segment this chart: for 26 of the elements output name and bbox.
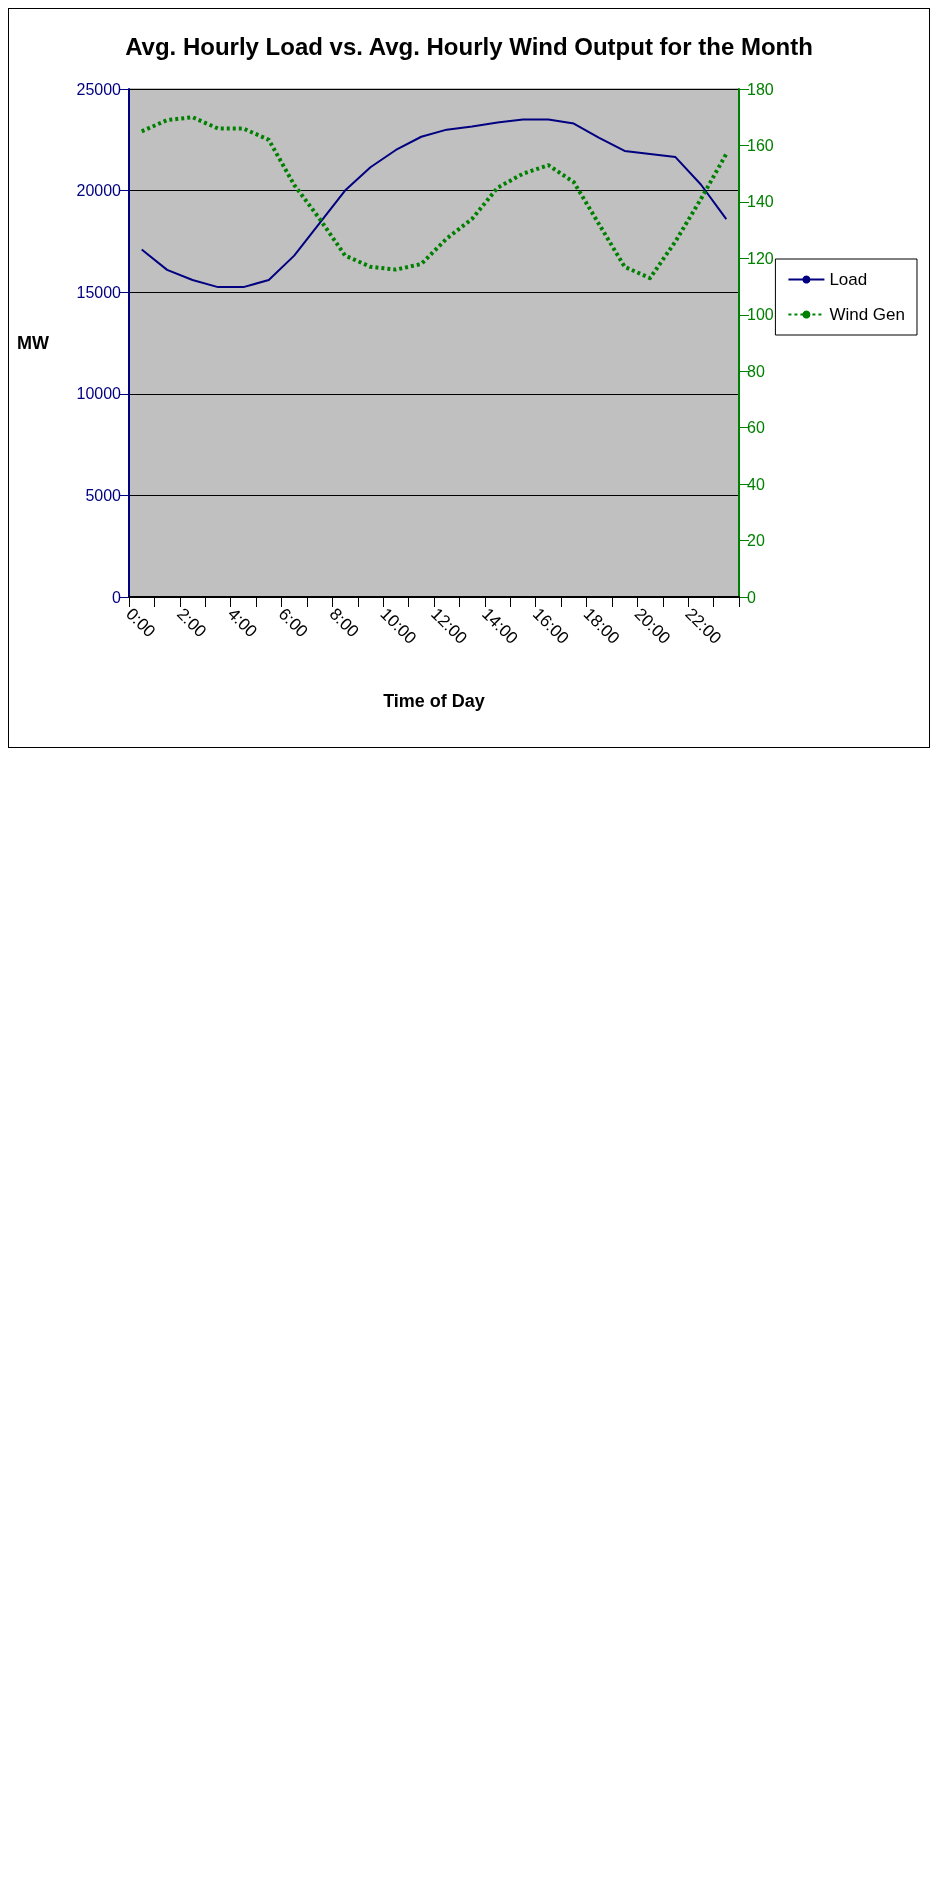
x-tick-label: 6:00 xyxy=(274,604,312,642)
y-tick-label: 20000 xyxy=(76,182,122,200)
x-tick-label: 8:00 xyxy=(325,604,363,642)
x-tick-label: 4:00 xyxy=(223,604,261,642)
y2-tick-label: 140 xyxy=(747,193,774,211)
y2-tick-label: 160 xyxy=(747,136,774,154)
legend-label: Load xyxy=(829,270,868,289)
x-tick-label: 2:00 xyxy=(173,604,210,642)
y2-tick-label: 20 xyxy=(747,532,765,550)
chart-title: Avg. Hourly Load vs. Avg. Hourly Wind Output for the Month xyxy=(125,32,813,60)
y2-tick-label: 120 xyxy=(747,249,774,267)
y2-tick-label: 0 xyxy=(747,588,756,606)
y2-tick-label: 80 xyxy=(747,362,765,380)
y2-tick-label: 60 xyxy=(747,419,765,437)
y-tick-label: 15000 xyxy=(76,283,122,301)
x-axis-title: Time of Day xyxy=(383,691,485,711)
y2-tick-label: 40 xyxy=(747,475,765,493)
y2-tick-label: 100 xyxy=(747,306,774,324)
y-tick-label: 25000 xyxy=(76,80,122,98)
y-axis-title: MW xyxy=(17,333,50,353)
y2-tick-label: 180 xyxy=(747,80,774,98)
y-tick-label: 0 xyxy=(112,588,122,606)
y-tick-label: 5000 xyxy=(85,486,122,504)
x-tick-label: 0:00 xyxy=(122,604,160,642)
y-tick-label: 10000 xyxy=(76,385,122,403)
legend-label: Wind Gen xyxy=(829,305,906,324)
